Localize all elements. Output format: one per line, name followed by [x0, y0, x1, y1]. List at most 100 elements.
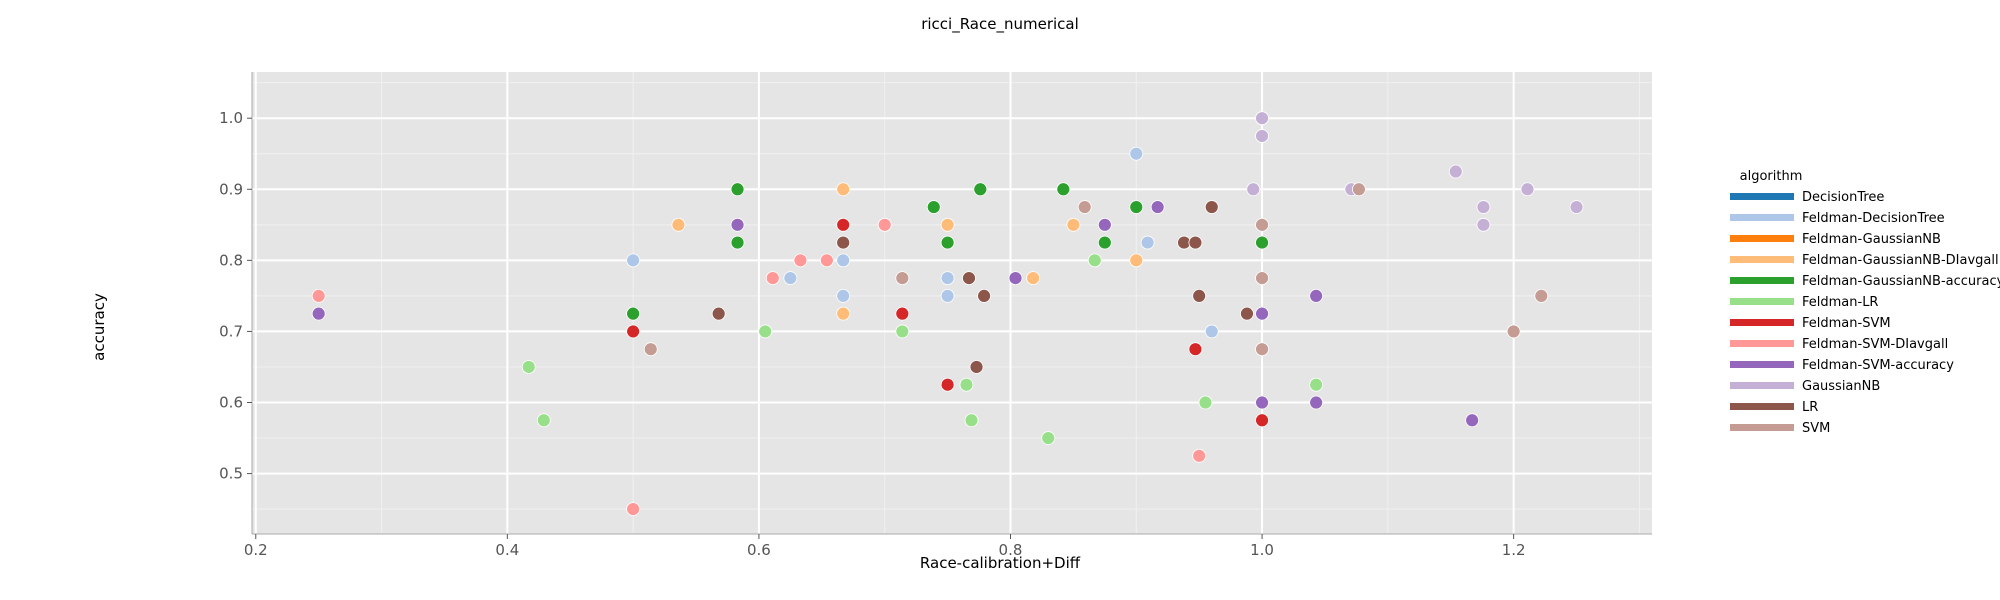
- data-point: [1520, 182, 1535, 197]
- legend-label: Feldman-DecisionTree: [1802, 211, 1945, 226]
- x-tick-label: 1.2: [1502, 541, 1526, 559]
- data-point: [1255, 129, 1269, 143]
- data-point: [1352, 182, 1366, 197]
- legend-title: algorithm: [1740, 169, 1803, 184]
- data-point: [1129, 253, 1144, 268]
- legend-label: SVM: [1802, 421, 1830, 436]
- y-tick-label: 0.5: [219, 465, 243, 483]
- data-point: [940, 271, 955, 286]
- data-point: [1255, 306, 1269, 321]
- data-point: [311, 288, 326, 303]
- legend-swatch: [1730, 319, 1794, 326]
- data-point: [973, 182, 988, 197]
- legend-label: DecisionTree: [1802, 190, 1884, 205]
- data-point: [836, 182, 851, 197]
- y-tick-label: 0.7: [219, 322, 243, 340]
- data-point: [959, 377, 974, 392]
- data-point: [1188, 235, 1203, 250]
- data-point: [626, 502, 641, 517]
- data-points: [311, 111, 1584, 517]
- data-point: [783, 271, 798, 286]
- data-point: [1140, 235, 1155, 250]
- legend-swatch: [1730, 277, 1794, 284]
- y-tick-label: 0.6: [219, 394, 243, 412]
- plot-background: [252, 72, 1652, 534]
- legend-swatch: [1730, 403, 1794, 410]
- data-point: [730, 217, 745, 232]
- data-point: [626, 324, 641, 339]
- legend-swatch: [1730, 256, 1794, 263]
- data-point: [1198, 395, 1213, 410]
- data-point: [895, 271, 910, 286]
- legend-swatch: [1730, 340, 1794, 347]
- data-point: [940, 235, 955, 250]
- x-tick-label: 0.8: [999, 541, 1023, 559]
- data-point: [1255, 342, 1269, 357]
- data-point: [536, 413, 551, 428]
- data-point: [1129, 146, 1144, 161]
- data-point: [1150, 200, 1165, 214]
- data-point: [895, 324, 910, 339]
- data-point: [1255, 217, 1269, 232]
- data-point: [626, 306, 641, 321]
- data-point: [940, 217, 955, 232]
- data-point: [1204, 324, 1219, 339]
- data-point: [1097, 235, 1112, 250]
- data-point: [1240, 306, 1254, 321]
- legend-swatch: [1730, 382, 1794, 389]
- x-tick-label: 1.0: [1250, 541, 1274, 559]
- data-point: [877, 217, 892, 232]
- data-point: [1255, 413, 1269, 428]
- data-point: [1255, 111, 1269, 126]
- legend-label: LR: [1802, 400, 1818, 415]
- data-point: [964, 413, 979, 428]
- legend-swatch: [1730, 193, 1794, 200]
- data-point: [895, 306, 910, 321]
- data-point: [1506, 324, 1521, 339]
- data-point: [1056, 182, 1071, 197]
- data-point: [1188, 342, 1203, 357]
- x-tick-label: 0.6: [747, 541, 771, 559]
- data-point: [626, 253, 641, 268]
- y-tick-label: 0.8: [219, 251, 243, 269]
- data-point: [1465, 413, 1480, 428]
- data-point: [819, 253, 834, 268]
- legend-swatch: [1730, 298, 1794, 305]
- y-tick-label: 0.9: [219, 180, 243, 198]
- data-point: [1476, 200, 1491, 214]
- data-point: [793, 253, 808, 268]
- legend-label: Feldman-GaussianNB-accuracy: [1802, 274, 2000, 289]
- data-point: [1255, 395, 1269, 410]
- data-point: [730, 235, 745, 250]
- data-point: [836, 235, 851, 250]
- data-point: [1246, 182, 1261, 197]
- data-point: [1087, 253, 1102, 268]
- legend-swatch: [1730, 235, 1794, 242]
- data-point: [711, 306, 726, 321]
- data-point: [969, 360, 984, 374]
- x-axis-label: Race-calibration+Diff: [920, 554, 1081, 572]
- data-point: [1077, 200, 1092, 214]
- legend-label: Feldman-SVM: [1802, 316, 1891, 331]
- legend-label: Feldman-GaussianNB: [1802, 232, 1941, 247]
- legend-label: Feldman-SVM-accuracy: [1802, 358, 1954, 373]
- data-point: [1026, 271, 1041, 286]
- data-point: [1534, 288, 1549, 303]
- data-point: [1192, 288, 1207, 303]
- x-tick-label: 0.2: [244, 541, 268, 559]
- data-point: [643, 342, 658, 357]
- x-tick-label: 0.4: [495, 541, 519, 559]
- legend-swatch: [1730, 361, 1794, 368]
- data-point: [1066, 217, 1081, 232]
- legend: algorithm DecisionTree Feldman-DecisionTr…: [1730, 169, 2000, 436]
- data-point: [977, 288, 991, 303]
- data-point: [521, 360, 536, 374]
- chart-title: ricci_Race_numerical: [921, 15, 1079, 34]
- data-point: [962, 271, 976, 286]
- data-point: [1097, 217, 1112, 232]
- data-point: [758, 324, 773, 339]
- data-point: [1204, 200, 1219, 214]
- legend-swatch: [1730, 214, 1794, 221]
- data-point: [1041, 431, 1056, 445]
